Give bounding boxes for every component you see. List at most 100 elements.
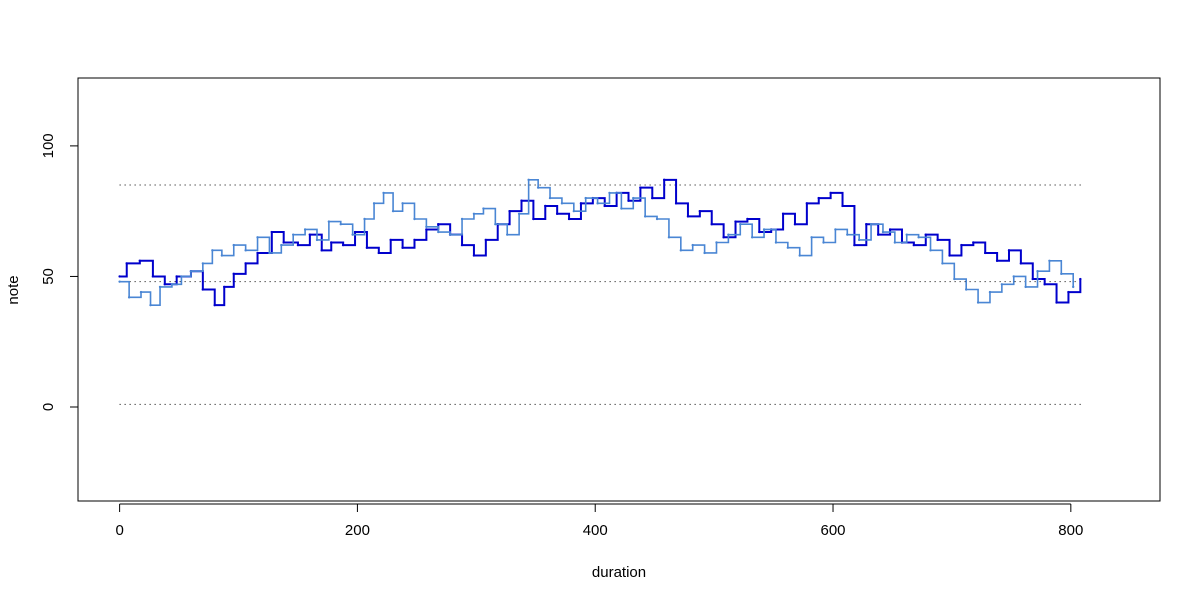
series-1-point <box>758 230 761 234</box>
series-2-point <box>976 301 980 304</box>
series-2-point <box>315 238 319 242</box>
series-1-point <box>365 246 369 249</box>
series-2-point <box>929 249 932 252</box>
series-2-point <box>139 290 143 294</box>
series-1-point <box>781 212 785 215</box>
series-1-point <box>1031 277 1034 281</box>
series-2-point <box>667 236 671 239</box>
series-1-point <box>425 228 428 231</box>
series-layer <box>118 178 1082 307</box>
series-1-point <box>710 223 713 226</box>
series-1-point <box>296 243 300 247</box>
series-2-point <box>401 202 404 205</box>
series-2-point <box>1072 285 1075 289</box>
series-2-point <box>846 233 849 236</box>
series-1-point <box>484 238 488 242</box>
series-1-point <box>308 233 312 236</box>
series-2-point <box>810 236 813 239</box>
series-2-point <box>372 202 376 205</box>
series-2-point <box>536 186 540 189</box>
series-2-point <box>703 251 706 255</box>
series-2-point <box>786 246 790 249</box>
series-2-point <box>149 303 152 307</box>
series-2-point <box>382 191 385 195</box>
series-2-point <box>715 241 718 244</box>
series-1-point <box>722 236 725 239</box>
series-1-point <box>213 303 216 307</box>
y-axis: 0 50 100 <box>40 133 79 411</box>
series-1-point <box>389 238 392 242</box>
series-1-point <box>936 238 939 242</box>
y-axis-label: note <box>5 275 22 304</box>
series-1-point <box>853 243 856 247</box>
series-2-point <box>774 241 778 244</box>
series-1-point <box>401 246 404 249</box>
series-1-point <box>437 223 440 226</box>
series-2-point <box>857 238 861 242</box>
series-1-point <box>912 243 916 247</box>
series-1-point <box>201 288 205 291</box>
series-line-1 <box>119 178 1082 307</box>
series-2-point <box>339 223 342 226</box>
series-2-point <box>881 230 885 234</box>
series-2-point <box>280 243 283 247</box>
series-1-point <box>544 204 547 208</box>
series-2-point <box>268 251 271 255</box>
series-2-point <box>596 202 599 205</box>
series-1-point <box>746 217 749 221</box>
series-2-point <box>727 233 730 236</box>
series-2-point <box>953 277 956 281</box>
series-1-point <box>232 272 235 276</box>
series-1-point <box>151 275 155 278</box>
series-2-point <box>560 202 564 205</box>
series-1-point <box>330 241 333 244</box>
series-2-point <box>1060 272 1063 276</box>
series-1-point <box>508 209 511 213</box>
series-2-point <box>127 296 131 299</box>
reference-lines <box>119 184 1083 405</box>
series-1-point <box>793 223 797 226</box>
series-2-point <box>941 262 944 265</box>
series-2-point <box>691 243 694 247</box>
series-2-point <box>506 233 509 236</box>
series-2-point <box>584 196 587 200</box>
series-2-point <box>869 223 873 226</box>
series-1-point <box>960 243 963 247</box>
series-1-point <box>223 285 226 289</box>
series-1-point <box>995 259 999 262</box>
series-2-point <box>679 249 683 252</box>
series-2-point <box>643 215 647 218</box>
series-1-point <box>118 275 121 278</box>
series-1-point <box>244 262 247 265</box>
x-tick-label: 0 <box>115 522 123 539</box>
series-1-point <box>341 243 345 247</box>
series-2-point <box>1000 283 1004 286</box>
series-1-point <box>627 199 630 202</box>
series-1-point <box>353 230 357 234</box>
series-1-point <box>256 251 259 255</box>
series-1-point <box>175 275 178 278</box>
series-2-point <box>822 241 825 244</box>
series-1-point <box>460 243 464 247</box>
series-2-point <box>988 290 992 294</box>
series-2-point <box>292 233 295 236</box>
series-1-point <box>138 259 142 262</box>
series-2-point <box>211 249 214 252</box>
series-2-point <box>893 241 897 244</box>
series-2-point <box>437 230 440 234</box>
series-1-point <box>865 223 868 226</box>
x-axis: 0 200 400 600 800 <box>115 503 1083 539</box>
series-2-point <box>620 207 623 210</box>
series-2-point <box>739 223 742 226</box>
series-1-point <box>320 249 323 252</box>
series-1-point <box>686 215 690 218</box>
y-tick-label: 50 <box>40 268 57 285</box>
series-line-2 <box>119 179 1074 306</box>
series-1-point <box>520 199 523 202</box>
series-1-point <box>532 217 535 221</box>
series-1-point <box>125 262 128 265</box>
series-2-point <box>1036 270 1039 273</box>
plot-frame <box>77 77 1161 502</box>
